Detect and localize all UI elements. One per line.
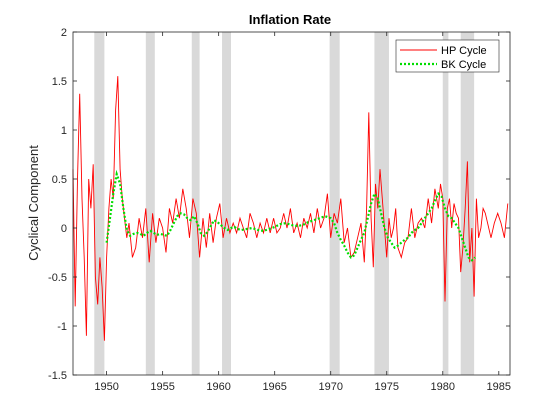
x-tick-label-1975: 1975: [375, 381, 399, 393]
y-tick-label-0: -1.5: [48, 370, 67, 382]
y-tick-label-2: -0.5: [48, 272, 67, 284]
x-tick-label-1965: 1965: [262, 381, 286, 393]
recession-band-5: [374, 32, 389, 375]
x-tick-label-1980: 1980: [431, 381, 455, 393]
y-axis: -1.5 -1 -0.5 0 0.5 1 1.5 2: [48, 27, 510, 382]
series-layer: [72, 76, 509, 341]
y-axis-label: Cyclical Component: [26, 145, 41, 261]
x-tick-label-1950: 1950: [94, 381, 118, 393]
x-tick-label-1955: 1955: [150, 381, 174, 393]
legend-label-bk: BK Cycle: [441, 59, 486, 71]
series-line-hp-cycle: [72, 76, 509, 341]
recession-band-0: [94, 32, 105, 375]
x-tick-label-1985: 1985: [487, 381, 511, 393]
x-tick-label-1970: 1970: [318, 381, 342, 393]
legend-box: [395, 39, 500, 73]
x-axis: 1950 1955 1960 1965 1970 1975 1980 1985: [94, 32, 511, 393]
recession-band-4: [329, 32, 340, 375]
y-tick-label-6: 1.5: [52, 76, 67, 88]
y-tick-label-1: -1: [57, 321, 67, 333]
axes-frame: [72, 31, 511, 376]
recession-band-7: [460, 32, 475, 375]
recession-band-1: [145, 32, 155, 375]
x-tick-label-1960: 1960: [206, 381, 230, 393]
recession-band-6: [442, 32, 449, 375]
y-tick-label-5: 1: [61, 125, 67, 137]
recession-band-2: [191, 32, 200, 375]
chart-title: Inflation Rate: [249, 12, 331, 27]
recession-bands: [94, 32, 475, 375]
y-tick-label-4: 0.5: [52, 174, 67, 186]
y-tick-label-3: 0: [61, 223, 67, 235]
series-line-bk-cycle: [105, 169, 477, 262]
y-tick-label-7: 2: [61, 27, 67, 39]
recession-band-3: [222, 32, 231, 375]
legend-label-hp: HP Cycle: [441, 45, 487, 57]
legend: HP Cycle BK Cycle: [395, 39, 500, 73]
